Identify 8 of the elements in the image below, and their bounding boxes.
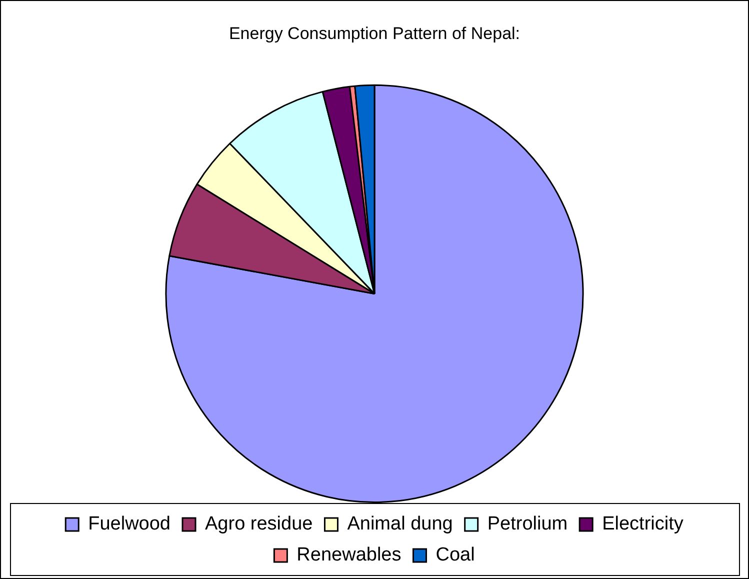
legend-label: Electricity: [602, 514, 684, 535]
legend-label: Petrolium: [487, 514, 568, 535]
legend-label: Animal dung: [347, 514, 453, 535]
legend-label: Coal: [436, 544, 475, 566]
chart-title: Energy Consumption Pattern of Nepal:: [228, 24, 520, 43]
legend-label: Renewables: [296, 544, 402, 566]
legend-label: Fuelwood: [88, 514, 171, 535]
legend-label: Agro residue: [204, 514, 313, 535]
